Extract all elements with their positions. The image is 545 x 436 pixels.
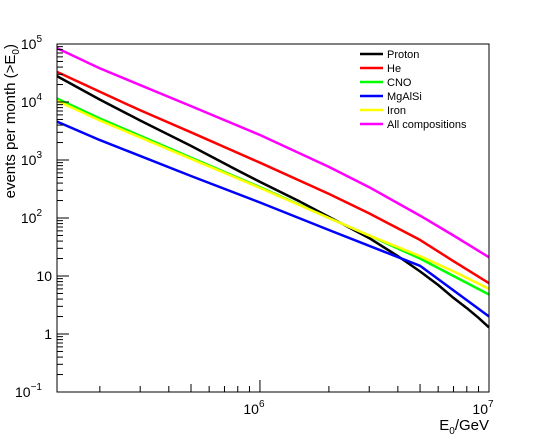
- y-tick-label: 102: [21, 208, 43, 226]
- series-lines: [56, 46, 490, 329]
- axis-ticks: [57, 43, 490, 393]
- y-tick-label-exp: 2: [36, 208, 42, 219]
- y-tick-label: 105: [21, 34, 43, 52]
- x-axis-label: E0/GeV: [439, 417, 489, 436]
- y-tick-label-base: 10: [21, 210, 37, 226]
- y-axis-label: events per month (>E0): [2, 44, 22, 198]
- y-tick-label-exp: 4: [36, 92, 42, 103]
- y-tick-label: 103: [21, 150, 43, 168]
- y-tick-label-exp: 5: [36, 34, 42, 45]
- x-tick-label: 106: [243, 399, 265, 417]
- x-axis-label-rest: /GeV: [455, 417, 489, 434]
- y-tick-label-base: 10: [21, 152, 37, 168]
- x-tick-label-base: 10: [243, 401, 259, 417]
- y-tick-label-base: 1: [44, 326, 52, 342]
- legend-label-2: CNO: [387, 77, 412, 89]
- y-tick-label-base: 10: [15, 384, 31, 400]
- y-tick-label-base: 10: [36, 268, 52, 284]
- legend-label-3: MgAlSi: [387, 91, 422, 103]
- y-tick-label: 10: [36, 268, 52, 284]
- legend-label-1: He: [387, 63, 401, 75]
- y-tick-label-exp: −1: [31, 382, 43, 393]
- y-tick-label-base: 10: [21, 36, 37, 52]
- x-tick-label-exp: 6: [259, 399, 265, 410]
- y-tick-label-exp: 3: [36, 150, 42, 161]
- legend-label-5: All compositions: [387, 119, 467, 131]
- y-tick-label: 1: [44, 326, 52, 342]
- y-tick-label: 10−1: [15, 382, 42, 400]
- series-line-1: [56, 70, 490, 285]
- x-tick-label-exp: 7: [488, 399, 494, 410]
- y-axis-label-rest: ): [2, 44, 19, 49]
- legend: Proton He CNO MgAlSi Iron All compositions: [360, 49, 467, 131]
- series-line-3: [56, 120, 490, 318]
- x-axis-label-sub: 0: [449, 426, 455, 436]
- y-axis-label-main: events per month (>E: [2, 55, 19, 199]
- series-line-0: [56, 75, 490, 329]
- y-tick-label: 104: [21, 92, 43, 110]
- x-axis-label-main: E: [439, 417, 449, 434]
- x-tick-label: 107: [472, 399, 494, 417]
- legend-label-0: Proton: [387, 49, 419, 61]
- y-tick-label-base: 10: [21, 94, 37, 110]
- series-line-4: [56, 99, 490, 291]
- y-axis-label-sub: 0: [11, 49, 22, 55]
- x-tick-label-base: 10: [472, 401, 488, 417]
- series-line-5: [56, 46, 490, 259]
- legend-label-4: Iron: [387, 105, 406, 117]
